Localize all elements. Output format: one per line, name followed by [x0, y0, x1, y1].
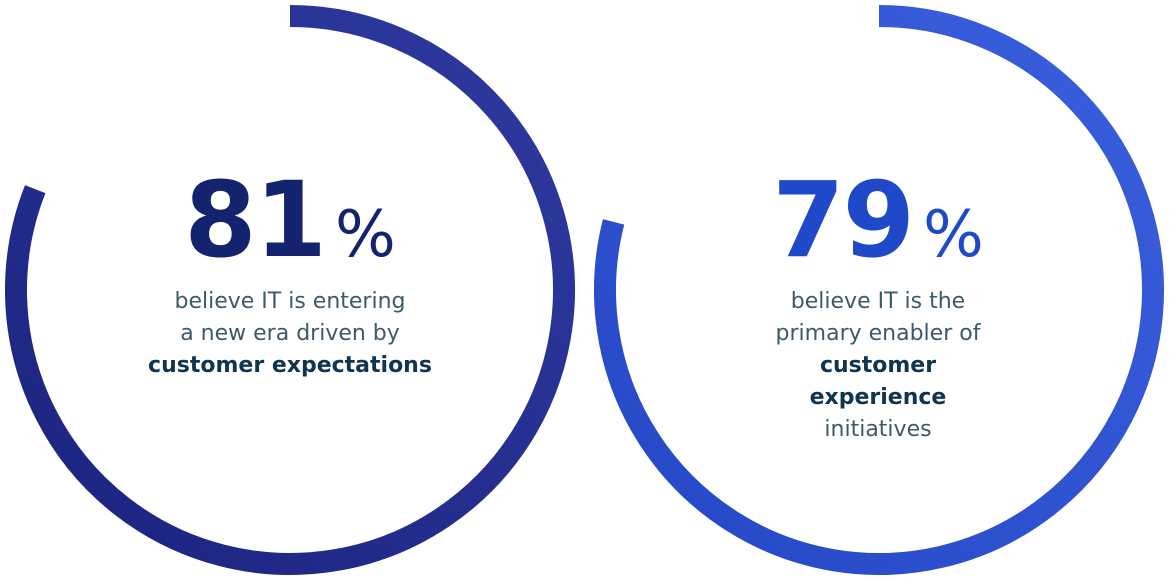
caption-line: primary enabler of customer — [668, 318, 1088, 382]
caption-text: initiatives — [824, 417, 932, 442]
caption-text: primary enabler of — [775, 321, 981, 346]
stat-figure-left: 81 % — [80, 159, 500, 281]
stat-value-81: 81 — [184, 159, 327, 281]
stat-caption-right: believe IT is the primary enabler of cus… — [668, 286, 1088, 446]
caption-line: believe IT is the — [790, 289, 966, 314]
stat-caption-left: believe IT is entering a new era driven … — [80, 286, 500, 382]
caption-line: a new era driven by — [180, 321, 400, 346]
progress-ring-79 — [594, 5, 1164, 575]
stat-figure-right: 79 % — [668, 159, 1088, 281]
stat-value-79: 79 — [772, 159, 915, 281]
caption-emphasis: customer — [819, 353, 937, 378]
caption-line: experience initiatives — [668, 382, 1088, 446]
percent-sign: % — [334, 198, 396, 272]
percent-sign: % — [922, 198, 984, 272]
caption-emphasis: experience — [809, 385, 947, 410]
caption-line: customer expectations — [80, 350, 500, 382]
stat-block-left: 81 % believe IT is entering a new era dr… — [80, 159, 500, 382]
stat-block-right: 79 % believe IT is the primary enabler o… — [668, 159, 1088, 446]
progress-ring-81 — [5, 5, 575, 575]
caption-emphasis: customer expectations — [148, 353, 432, 378]
caption-line: believe IT is entering — [174, 289, 406, 314]
